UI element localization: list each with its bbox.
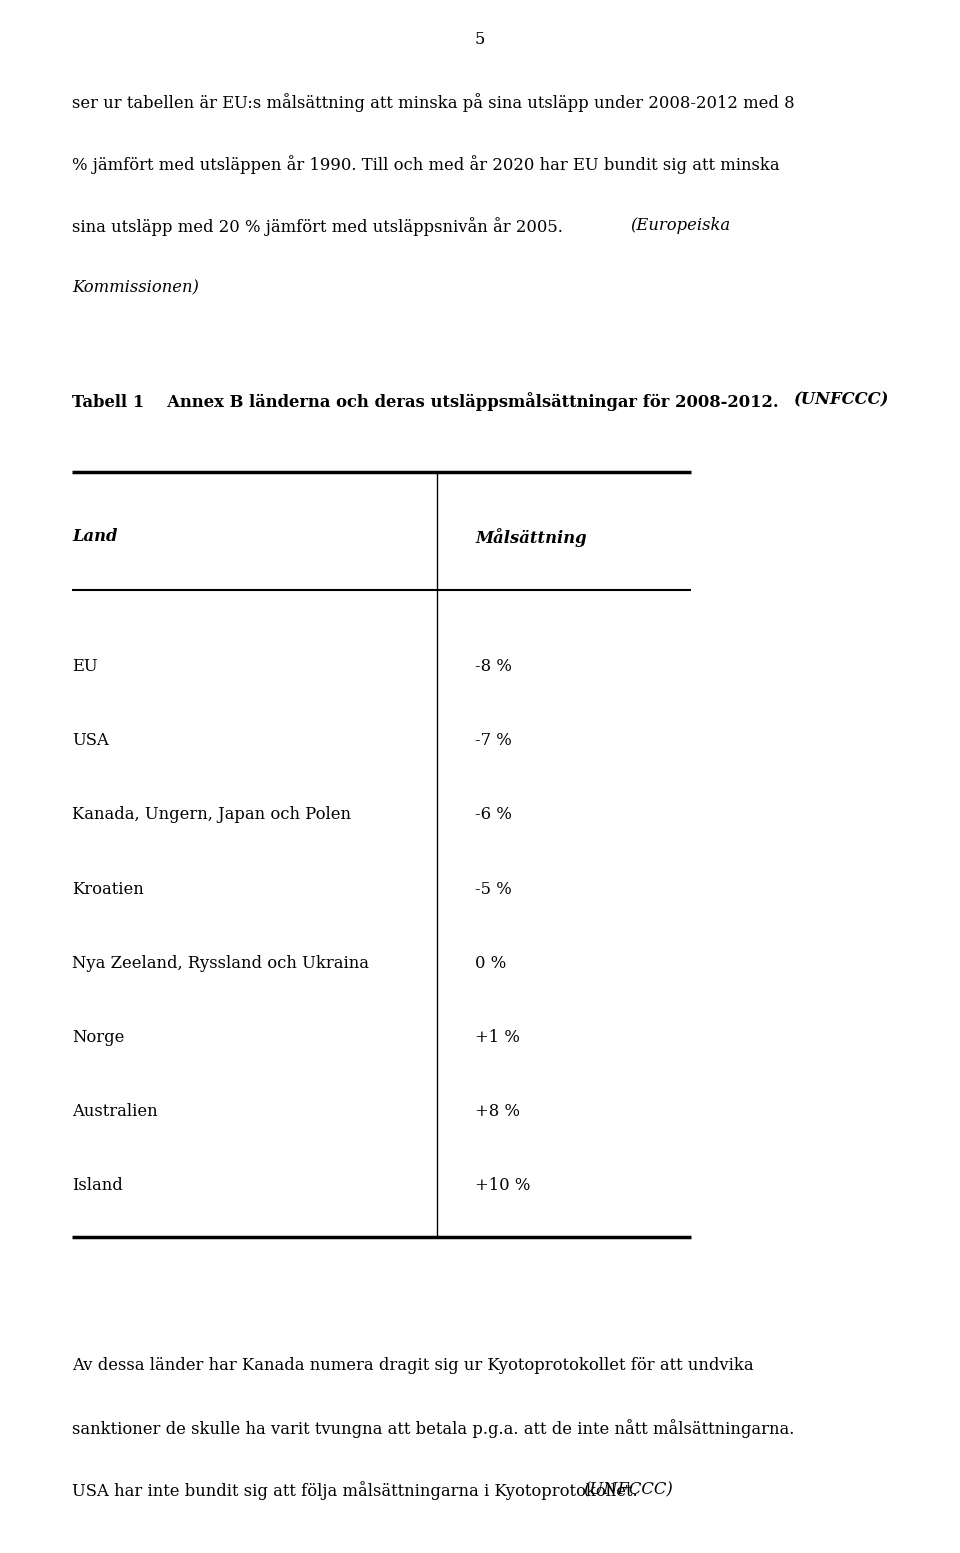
Text: USA: USA [72, 733, 108, 749]
Text: Island: Island [72, 1177, 123, 1194]
Text: +8 %: +8 % [475, 1103, 520, 1120]
Text: sanktioner de skulle ha varit tvungna att betala p.g.a. att de inte nått målsätt: sanktioner de skulle ha varit tvungna at… [72, 1419, 794, 1438]
Text: sina utsläpp med 20 % jämfört med utsläppsnivån år 2005.: sina utsläpp med 20 % jämfört med utsläp… [72, 217, 573, 236]
Text: Nya Zeeland, Ryssland och Ukraina: Nya Zeeland, Ryssland och Ukraina [72, 955, 369, 972]
Text: -5 %: -5 % [475, 881, 512, 898]
Text: EU: EU [72, 658, 98, 676]
Text: Målsättning: Målsättning [475, 528, 587, 547]
Text: -8 %: -8 % [475, 658, 512, 676]
Text: % jämfört med utsläppen år 1990. Till och med år 2020 har EU bundit sig att mins: % jämfört med utsläppen år 1990. Till oc… [72, 155, 780, 174]
Text: Kroatien: Kroatien [72, 881, 144, 898]
Text: (Europeiska: (Europeiska [631, 217, 731, 235]
Text: Av dessa länder har Kanada numera dragit sig ur Kyotoprotokollet för att undvika: Av dessa länder har Kanada numera dragit… [72, 1357, 754, 1374]
Text: Norge: Norge [72, 1028, 125, 1045]
Text: Kommissionen): Kommissionen) [72, 280, 199, 297]
Text: +1 %: +1 % [475, 1028, 520, 1045]
Text: Kanada, Ungern, Japan och Polen: Kanada, Ungern, Japan och Polen [72, 806, 351, 823]
Text: USA har inte bundit sig att följa målsättningarna i Kyotoprotokollet.: USA har inte bundit sig att följa målsät… [72, 1482, 643, 1500]
Text: ser ur tabellen är EU:s målsättning att minska på sina utsläpp under 2008-2012 m: ser ur tabellen är EU:s målsättning att … [72, 93, 795, 112]
Text: 5: 5 [475, 31, 485, 48]
Text: -7 %: -7 % [475, 733, 512, 749]
Text: +10 %: +10 % [475, 1177, 531, 1194]
Text: Land: Land [72, 528, 117, 545]
Text: (UNFCCC): (UNFCCC) [794, 391, 889, 408]
Text: (UNFCCC): (UNFCCC) [584, 1482, 673, 1499]
Text: 0 %: 0 % [475, 955, 507, 972]
Text: Tabell 1    Annex B länderna och deras utsläppsmålsättningar för 2008-2012.: Tabell 1 Annex B länderna och deras utsl… [72, 391, 784, 410]
Text: Australien: Australien [72, 1103, 157, 1120]
Text: -6 %: -6 % [475, 806, 512, 823]
